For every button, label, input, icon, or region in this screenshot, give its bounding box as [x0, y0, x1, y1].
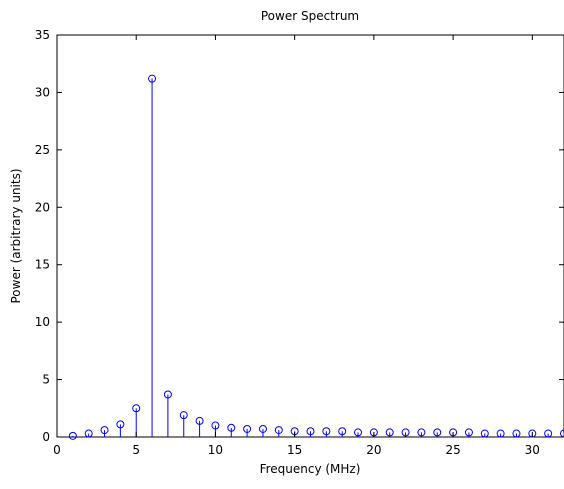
stem-marker [354, 428, 363, 437]
stem-marker [464, 428, 473, 437]
chart-title: Power Spectrum [261, 9, 359, 23]
stem-marker [163, 390, 172, 399]
stem-marker [274, 426, 283, 435]
y-tick-label: 10 [35, 315, 50, 329]
stem-marker [306, 427, 315, 436]
stem-series [68, 74, 564, 440]
x-tick-label: 5 [132, 443, 140, 457]
y-tick-label: 35 [35, 28, 50, 42]
stem-marker [433, 428, 442, 437]
stem-marker [528, 429, 537, 438]
x-tick-label: 20 [366, 443, 381, 457]
stem-marker [68, 431, 77, 440]
x-axis-ticks: 0 5 10 15 20 25 30 [53, 35, 540, 457]
x-tick-label: 25 [445, 443, 460, 457]
y-tick-label: 25 [35, 143, 50, 157]
stem-marker [401, 428, 410, 437]
stem-marker [417, 428, 426, 437]
stem-marker [243, 424, 252, 433]
y-axis-label: Power (arbitrary units) [9, 168, 23, 303]
plot-area [56, 34, 564, 438]
stem-marker [496, 429, 505, 438]
stem-marker [211, 421, 220, 430]
x-tick-label: 15 [287, 443, 302, 457]
stem-marker [195, 416, 204, 425]
stem-marker [116, 420, 125, 429]
y-tick-label: 15 [35, 258, 50, 272]
y-tick-label: 20 [35, 200, 50, 214]
x-tick-label: 0 [53, 443, 61, 457]
stem-marker [560, 429, 564, 438]
stem-marker [512, 429, 521, 438]
stem-marker [148, 74, 157, 83]
stem-marker [322, 427, 331, 436]
stem-marker [258, 424, 267, 433]
stem-marker [385, 428, 394, 437]
stem-marker [100, 426, 109, 435]
stem-marker [544, 429, 553, 438]
stem-marker [132, 404, 141, 413]
stem-marker [338, 427, 347, 436]
stem-marker [227, 423, 236, 432]
x-tick-label: 30 [525, 443, 540, 457]
y-tick-label: 30 [35, 85, 50, 99]
y-axis-ticks: 0 5 10 15 20 25 30 35 [35, 28, 564, 444]
x-axis-label: Frequency (MHz) [260, 462, 361, 476]
stem-marker [480, 429, 489, 438]
x-tick-label: 10 [208, 443, 223, 457]
y-tick-label: 5 [42, 373, 50, 387]
y-tick-label: 0 [42, 430, 50, 444]
stem-marker [84, 429, 93, 438]
stem-marker [179, 411, 188, 420]
